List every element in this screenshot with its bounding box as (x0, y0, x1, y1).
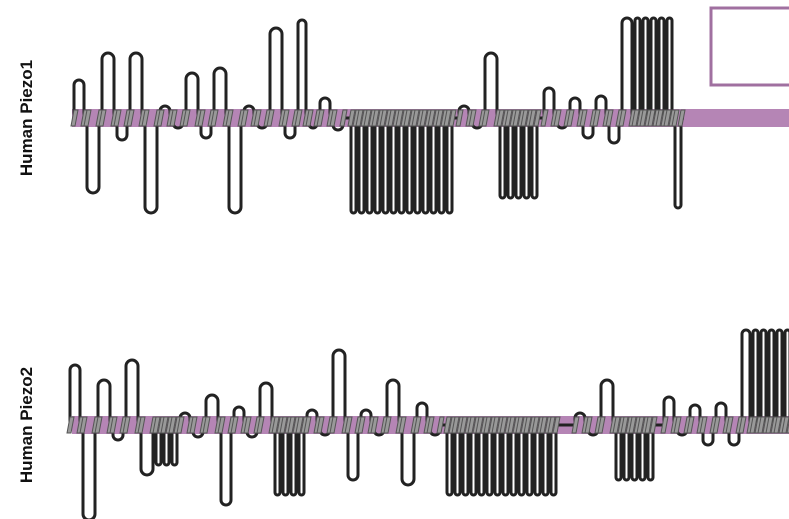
diagram: Human Piezo1 Human Piezo2 (0, 0, 789, 519)
topology-diagram: Human Piezo1 Human Piezo2 (0, 0, 789, 519)
piezo1-topology (71, 18, 685, 213)
row-label: Human Piezo1 (17, 60, 36, 176)
highlight-box (711, 8, 789, 85)
row-label: Human Piezo2 (17, 367, 36, 483)
